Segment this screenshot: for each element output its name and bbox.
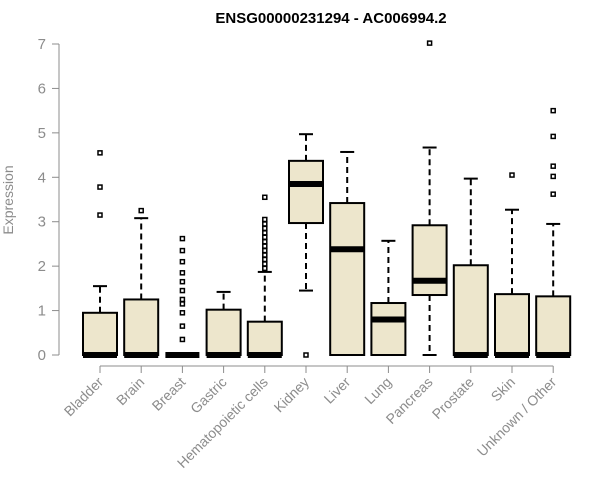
box-hematopoietic-cells: [246, 194, 283, 358]
box-prostate: [452, 177, 489, 358]
outlier-point: [262, 234, 268, 241]
x-tick-label-skin: Skin: [488, 374, 519, 405]
outlier-point: [262, 225, 268, 232]
y-tick-label: 2: [38, 258, 46, 275]
box-body: [411, 224, 448, 297]
y-tick-label: 5: [38, 125, 46, 142]
outlier-point: [179, 278, 186, 285]
y-tick-label: 1: [38, 303, 46, 320]
y-axis-label: Expression: [0, 165, 16, 234]
x-tick-label-liver: Liver: [321, 374, 354, 407]
box-breast: [165, 235, 200, 358]
outlier-point: [97, 184, 103, 190]
outlier-point: [179, 336, 186, 343]
box-kidney: [288, 133, 324, 358]
y-tick-label: 4: [38, 169, 46, 186]
box-body: [452, 264, 489, 356]
outlier-point: [262, 243, 268, 249]
outlier-point: [262, 256, 268, 263]
y-tick-label: 6: [38, 80, 46, 97]
outlier-point: [262, 265, 268, 272]
outlier-point: [262, 230, 268, 236]
x-tick-label-brain: Brain: [113, 374, 147, 408]
box-body: [205, 308, 242, 357]
outlier-point: [179, 323, 186, 329]
box-gastric: [205, 290, 242, 358]
outlier-point: [138, 207, 144, 214]
outlier-point: [550, 133, 556, 140]
outlier-point: [179, 301, 186, 307]
outlier-point: [179, 235, 186, 242]
outlier-point: [262, 216, 268, 223]
outlier-point: [262, 261, 268, 267]
outlier-point: [262, 247, 268, 254]
x-tick-label-prostate: Prostate: [429, 374, 477, 422]
outlier-point: [550, 191, 556, 197]
x-tick-label-kidney: Kidney: [271, 374, 313, 416]
outlier-point: [179, 287, 186, 294]
outlier-point: [262, 252, 268, 258]
x-tick-label-bladder: Bladder: [61, 374, 107, 420]
box-body: [288, 159, 324, 225]
box-body: [370, 302, 407, 357]
box-unknown-other: [535, 107, 572, 358]
box-bladder: [82, 150, 118, 358]
outlier-point: [179, 296, 186, 303]
box-body: [82, 311, 118, 356]
outlier-point: [426, 40, 433, 46]
box-body: [535, 295, 572, 356]
outlier-point: [262, 238, 268, 245]
box-brain: [123, 207, 160, 358]
outlier-point: [303, 352, 309, 358]
box-body: [123, 298, 160, 357]
box-body: [494, 293, 530, 356]
box-pancreas: [411, 40, 448, 356]
plot-area: [82, 40, 572, 358]
outlier-point: [179, 258, 186, 265]
outlier-point: [179, 247, 186, 254]
x-tick-label-lung: Lung: [361, 374, 394, 407]
box-body: [329, 202, 366, 356]
box-liver: [329, 150, 366, 356]
outlier-point: [550, 173, 556, 180]
box-skin: [494, 172, 530, 358]
outlier-point: [179, 310, 186, 316]
x-tick-label-breast: Breast: [149, 374, 189, 414]
y-tick-label: 0: [38, 347, 46, 364]
y-tick-label: 7: [38, 36, 46, 53]
outlier-point: [550, 107, 556, 114]
y-axis: 0 1 2 3 4 5 6 7: [38, 36, 60, 364]
outlier-point: [550, 163, 556, 169]
outlier-point: [262, 221, 268, 227]
y-tick-label: 3: [38, 214, 46, 231]
box-body: [246, 320, 283, 356]
outlier-point: [97, 150, 103, 156]
outlier-point: [97, 212, 103, 218]
chart-title: ENSG00000231294 - AC006994.2: [215, 10, 446, 27]
outlier-point: [179, 270, 186, 276]
outlier-point: [262, 194, 268, 201]
outlier-point: [509, 172, 515, 178]
box-lung: [370, 239, 407, 357]
